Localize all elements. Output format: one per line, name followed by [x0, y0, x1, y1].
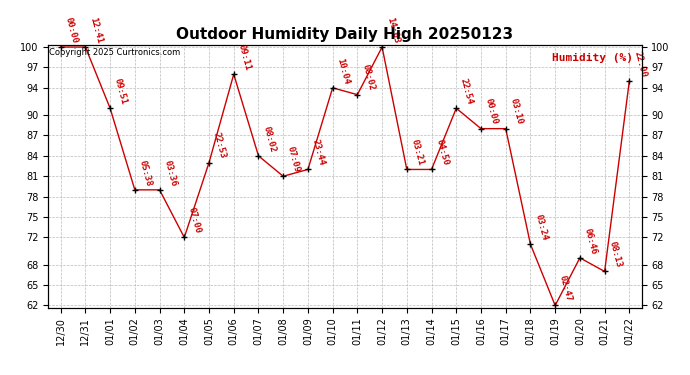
Text: 08:02: 08:02 [262, 125, 277, 153]
Text: 03:10: 03:10 [509, 98, 524, 126]
Text: 22:00: 22:00 [632, 50, 648, 78]
Text: 08:02: 08:02 [360, 64, 376, 92]
Text: 03:36: 03:36 [162, 159, 178, 187]
Text: 03:21: 03:21 [410, 138, 425, 166]
Text: 03:24: 03:24 [533, 213, 549, 242]
Text: 22:53: 22:53 [212, 132, 228, 160]
Text: 10:04: 10:04 [335, 57, 351, 85]
Text: 07:09: 07:09 [286, 145, 302, 174]
Text: 23:44: 23:44 [310, 138, 326, 166]
Text: 00:00: 00:00 [63, 16, 79, 44]
Text: 22:54: 22:54 [459, 77, 475, 105]
Text: 09:11: 09:11 [237, 43, 252, 72]
Text: 08:13: 08:13 [607, 240, 623, 268]
Text: 14:03: 14:03 [385, 16, 400, 44]
Text: 02:47: 02:47 [558, 274, 573, 303]
Title: Outdoor Humidity Daily High 20250123: Outdoor Humidity Daily High 20250123 [177, 27, 513, 42]
Text: 05:38: 05:38 [137, 159, 153, 187]
Text: Copyright 2025 Curtronics.com: Copyright 2025 Curtronics.com [50, 48, 181, 57]
Text: Humidity (%): Humidity (%) [552, 53, 633, 63]
Text: 12:41: 12:41 [88, 16, 104, 44]
Text: 06:46: 06:46 [582, 227, 598, 255]
Text: 04:50: 04:50 [434, 138, 450, 166]
Text: 09:51: 09:51 [113, 77, 128, 105]
Text: 00:00: 00:00 [484, 98, 500, 126]
Text: 07:00: 07:00 [187, 206, 203, 235]
